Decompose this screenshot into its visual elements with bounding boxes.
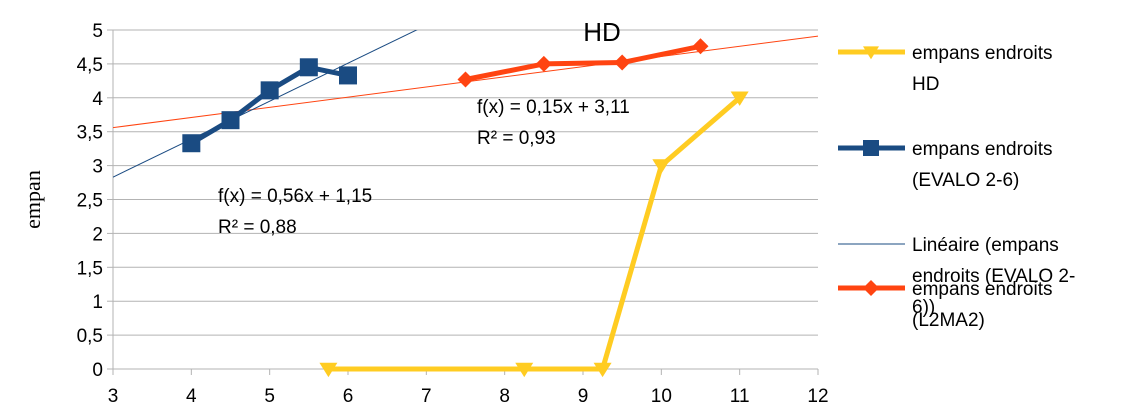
data-point <box>221 111 240 130</box>
y-tick-label: 3 <box>92 157 103 178</box>
gridlines <box>113 29 818 370</box>
y-tick-label: 4,5 <box>77 55 103 76</box>
y-tick-label: 2 <box>92 224 103 245</box>
x-tick-label: 7 <box>421 386 432 407</box>
y-tick-label: 1 <box>92 292 103 313</box>
legend-symbol-marker <box>863 280 879 296</box>
regression-annotation: f(x) = 0,56x + 1,15 <box>218 186 372 207</box>
y-tick-label: 2,5 <box>77 191 103 212</box>
chart-labels: empan HD f(x) = 0,15x + 3,11 R² = 0,93 f(x) … <box>20 17 630 238</box>
legend-label: empans endroits <box>912 43 1052 64</box>
trendline-evalo <box>113 30 418 178</box>
x-tick-label: 9 <box>578 386 589 407</box>
series-group <box>182 38 749 378</box>
axes: 0 0,5 1 1,5 2 2,5 3 3,5 4 4,5 5 3 4 5 6 7 8 9 10 11 12 <box>77 21 829 407</box>
legend-symbol-marker <box>863 46 879 60</box>
legend-label: empans endroits <box>912 139 1052 160</box>
legend-label: Linéaire (empans <box>912 235 1059 256</box>
y-axis-title: empan <box>20 170 45 229</box>
data-point <box>515 362 534 378</box>
legend-label: (L2MA2) <box>912 310 985 331</box>
x-tick-label: 8 <box>499 386 510 407</box>
x-tick-label: 3 <box>108 386 119 407</box>
y-tick-label: 0 <box>92 360 103 381</box>
y-tick-label: 4 <box>92 89 103 110</box>
x-tick-label: 4 <box>186 386 197 407</box>
data-point <box>593 362 612 378</box>
legend-symbol-marker <box>863 140 879 156</box>
data-point <box>182 134 201 153</box>
data-point <box>339 66 357 85</box>
data-point <box>692 38 709 55</box>
x-tick-label: 5 <box>264 386 275 407</box>
series-line-3 <box>463 43 703 82</box>
legend: empans endroits HD empans endroits (EVALO 2… <box>838 43 1075 331</box>
y-tick-label: 5 <box>92 21 103 42</box>
regression-annotation: f(x) = 0,15x + 3,11 <box>477 97 630 118</box>
regression-annotation: R² = 0,88 <box>218 217 297 238</box>
x-tick-label: 12 <box>807 386 828 407</box>
legend-label: HD <box>912 74 939 95</box>
x-tick-label: 6 <box>343 386 354 407</box>
trendlines <box>113 30 818 178</box>
data-point <box>730 91 749 106</box>
data-point <box>652 159 671 174</box>
data-point <box>535 55 552 72</box>
data-point <box>319 362 338 378</box>
y-tick-label: 1,5 <box>77 258 103 279</box>
legend-label: 6)) <box>912 297 935 318</box>
y-tick-label: 0,5 <box>77 326 103 347</box>
data-point <box>299 58 318 77</box>
data-point <box>614 54 631 71</box>
legend-label: empans endroits <box>912 279 1052 300</box>
y-tick-label: 3,5 <box>77 123 103 144</box>
x-tick-label: 11 <box>730 386 750 407</box>
data-point <box>457 71 474 88</box>
legend-label: endroits (EVALO 2- <box>912 266 1075 287</box>
data-point <box>260 81 279 100</box>
legend-label: (EVALO 2-6) <box>912 170 1019 191</box>
regression-annotation: R² = 0,93 <box>477 128 556 149</box>
chart-title: HD <box>583 17 621 47</box>
x-tick-label: 10 <box>651 386 672 407</box>
